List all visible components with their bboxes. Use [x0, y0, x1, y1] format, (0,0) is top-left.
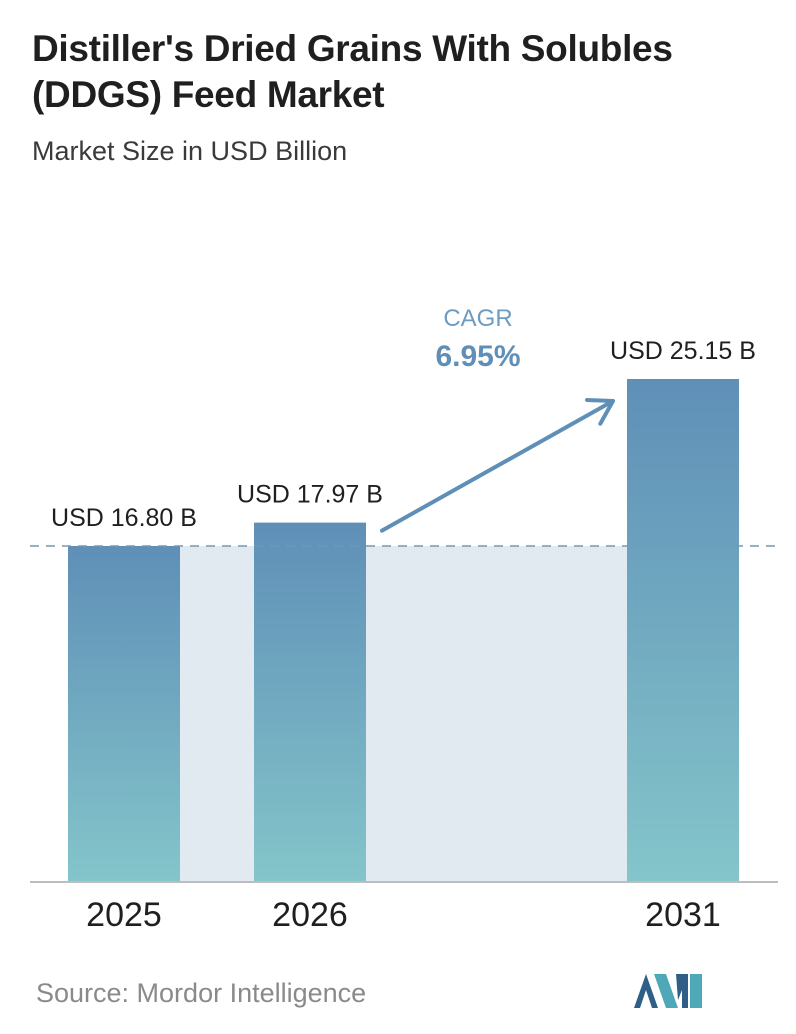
- x-tick-label-2026: 2026: [272, 896, 348, 934]
- data-label-2026: USD 17.97 B: [237, 481, 383, 509]
- bar-2031: [627, 379, 739, 882]
- mordor-intelligence-logo-icon: [634, 974, 702, 1008]
- x-tick-label-2025: 2025: [86, 896, 162, 934]
- source-text: Source: Mordor Intelligence: [36, 978, 367, 1008]
- bar-2026: [254, 522, 366, 882]
- chart-subtitle: Market Size in USD Billion: [32, 136, 348, 166]
- x-tick-label-2031: 2031: [645, 896, 721, 934]
- cagr-value: 6.95%: [435, 340, 520, 373]
- data-label-2025: USD 16.80 B: [51, 504, 197, 532]
- bar-2025: [68, 546, 180, 882]
- cagr-arrow-shaft: [380, 399, 615, 533]
- chart-title: Distiller's Dried Grains With Solubles (…: [32, 28, 673, 115]
- cagr-label: CAGR: [443, 305, 512, 332]
- cagr-arrow-head-icon: [585, 397, 615, 426]
- bar-chart: 2025 USD 16.80 B 2026 USD 17.97 B 2031 USD 25…: [30, 305, 778, 934]
- data-label-2031: USD 25.15 B: [610, 337, 756, 365]
